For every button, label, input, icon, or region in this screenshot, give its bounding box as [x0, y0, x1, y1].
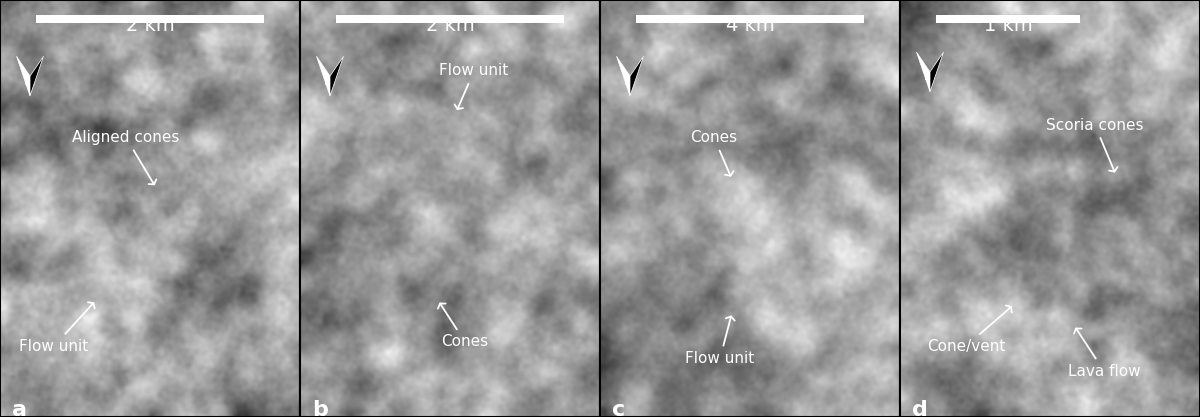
- Text: Cones: Cones: [690, 130, 738, 176]
- Polygon shape: [917, 52, 930, 92]
- Text: Cone/vent: Cone/vent: [926, 306, 1012, 354]
- Text: N: N: [924, 69, 936, 83]
- Text: 2 km: 2 km: [426, 16, 474, 35]
- Text: a: a: [12, 400, 28, 417]
- Text: Aligned cones: Aligned cones: [72, 130, 180, 184]
- Text: 2 km: 2 km: [126, 16, 174, 35]
- Bar: [936, 15, 1080, 23]
- Bar: [336, 15, 564, 23]
- Text: Cones: Cones: [438, 304, 488, 349]
- Text: 1 km: 1 km: [984, 16, 1032, 35]
- Text: b: b: [312, 400, 328, 417]
- Polygon shape: [630, 56, 643, 96]
- Polygon shape: [30, 56, 43, 96]
- Text: Flow unit: Flow unit: [685, 317, 755, 366]
- Polygon shape: [930, 52, 943, 92]
- Bar: [36, 15, 264, 23]
- Text: N: N: [24, 73, 36, 88]
- Polygon shape: [617, 56, 630, 96]
- Text: Scoria cones: Scoria cones: [1046, 118, 1144, 171]
- Text: N: N: [624, 73, 636, 88]
- Polygon shape: [17, 56, 30, 96]
- Polygon shape: [330, 56, 343, 96]
- Text: N: N: [324, 73, 336, 88]
- Polygon shape: [317, 56, 330, 96]
- Text: d: d: [912, 400, 928, 417]
- Text: 4 km: 4 km: [726, 16, 774, 35]
- Bar: [636, 15, 864, 23]
- Text: Flow unit: Flow unit: [19, 302, 95, 354]
- Text: c: c: [612, 400, 625, 417]
- Text: Flow unit: Flow unit: [439, 63, 509, 109]
- Text: Lava flow: Lava flow: [1068, 329, 1140, 379]
